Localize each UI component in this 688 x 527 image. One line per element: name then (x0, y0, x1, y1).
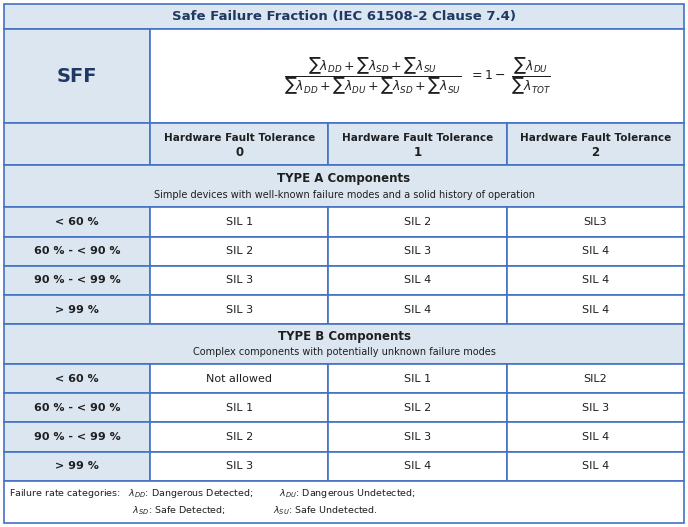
Text: < 60 %: < 60 % (55, 374, 99, 384)
Bar (328, 123, 506, 165)
Text: SFF: SFF (57, 67, 97, 86)
Text: SIL 1: SIL 1 (226, 403, 253, 413)
Bar (150, 295, 328, 324)
Text: SIL2: SIL2 (583, 374, 607, 384)
Bar (506, 364, 684, 393)
Text: Not allowed: Not allowed (206, 374, 272, 384)
Bar (328, 393, 506, 423)
Text: Complex components with potentially unknown failure modes: Complex components with potentially unkn… (193, 347, 495, 357)
Text: SIL3: SIL3 (583, 217, 607, 227)
Text: 90 % - < 99 %: 90 % - < 99 % (34, 432, 120, 442)
Bar (4, 4, 684, 30)
Bar (328, 364, 506, 393)
Text: SIL 3: SIL 3 (226, 305, 253, 315)
Bar (4, 481, 684, 523)
Text: > 99 %: > 99 % (55, 461, 99, 471)
Text: Simple devices with well-known failure modes and a solid history of operation: Simple devices with well-known failure m… (153, 190, 535, 200)
Text: SIL 3: SIL 3 (226, 461, 253, 471)
Bar (150, 123, 328, 165)
Text: 2: 2 (591, 146, 599, 159)
Text: TYPE B Components: TYPE B Components (277, 330, 411, 344)
Text: SIL 1: SIL 1 (404, 374, 431, 384)
Bar (4, 266, 150, 295)
Text: SIL 4: SIL 4 (404, 276, 431, 286)
Text: 90 % - < 99 %: 90 % - < 99 % (34, 276, 120, 286)
Bar (328, 295, 506, 324)
Text: Hardware Fault Tolerance: Hardware Fault Tolerance (164, 133, 315, 143)
Text: SIL 2: SIL 2 (404, 403, 431, 413)
Text: SIL 2: SIL 2 (226, 432, 253, 442)
Text: > 99 %: > 99 % (55, 305, 99, 315)
Bar (4, 237, 150, 266)
Bar (328, 266, 506, 295)
Text: 60 % - < 90 %: 60 % - < 90 % (34, 403, 120, 413)
Text: Hardware Fault Tolerance: Hardware Fault Tolerance (519, 133, 671, 143)
Text: 60 % - < 90 %: 60 % - < 90 % (34, 246, 120, 256)
Text: < 60 %: < 60 % (55, 217, 99, 227)
Bar (150, 237, 328, 266)
Text: TYPE A Components: TYPE A Components (277, 172, 411, 185)
Text: SIL 3: SIL 3 (226, 276, 253, 286)
Text: SIL 4: SIL 4 (581, 305, 609, 315)
Text: SIL 3: SIL 3 (404, 246, 431, 256)
Text: SIL 1: SIL 1 (226, 217, 253, 227)
Text: SIL 2: SIL 2 (404, 217, 431, 227)
Bar (150, 266, 328, 295)
Text: SIL 4: SIL 4 (581, 432, 609, 442)
Text: SIL 4: SIL 4 (581, 461, 609, 471)
Bar (328, 208, 506, 237)
Bar (4, 452, 150, 481)
Bar (4, 393, 150, 423)
Bar (328, 237, 506, 266)
Bar (150, 208, 328, 237)
Bar (150, 393, 328, 423)
Text: Hardware Fault Tolerance: Hardware Fault Tolerance (342, 133, 493, 143)
Bar (4, 123, 150, 165)
Bar (506, 123, 684, 165)
Bar (4, 324, 684, 364)
Bar (506, 266, 684, 295)
Bar (506, 295, 684, 324)
Text: SIL 4: SIL 4 (581, 246, 609, 256)
Bar (4, 165, 684, 208)
Text: SIL 4: SIL 4 (404, 305, 431, 315)
Bar (4, 208, 150, 237)
Bar (150, 30, 684, 123)
Text: SIL 4: SIL 4 (404, 461, 431, 471)
Bar (506, 208, 684, 237)
Text: SIL 3: SIL 3 (404, 432, 431, 442)
Bar (4, 364, 150, 393)
Bar (506, 423, 684, 452)
Text: 1: 1 (413, 146, 422, 159)
Bar (506, 237, 684, 266)
Bar (150, 452, 328, 481)
Text: 0: 0 (235, 146, 244, 159)
Bar (506, 452, 684, 481)
Bar (506, 393, 684, 423)
Text: $\lambda_{SD}$: Safe Detected;                $\lambda_{SU}$: Safe Undetected.: $\lambda_{SD}$: Safe Detected; $\lambda_… (9, 504, 378, 516)
Text: $\dfrac{\sum\lambda_{DD}+\sum\lambda_{SD}+\sum\lambda_{SU}}{\sum\lambda_{DD}+\su: $\dfrac{\sum\lambda_{DD}+\sum\lambda_{SD… (283, 55, 550, 97)
Bar (4, 423, 150, 452)
Text: SIL 3: SIL 3 (581, 403, 609, 413)
Text: SIL 4: SIL 4 (581, 276, 609, 286)
Bar (150, 423, 328, 452)
Bar (4, 295, 150, 324)
Bar (328, 423, 506, 452)
Bar (328, 452, 506, 481)
Bar (150, 364, 328, 393)
Text: Failure rate categories:   $\lambda_{DD}$: Dangerous Detected;         $\lambda_: Failure rate categories: $\lambda_{DD}$:… (9, 487, 416, 500)
Bar (4, 30, 150, 123)
Text: Safe Failure Fraction (IEC 61508-2 Clause 7.4): Safe Failure Fraction (IEC 61508-2 Claus… (172, 10, 516, 23)
Text: SIL 2: SIL 2 (226, 246, 253, 256)
